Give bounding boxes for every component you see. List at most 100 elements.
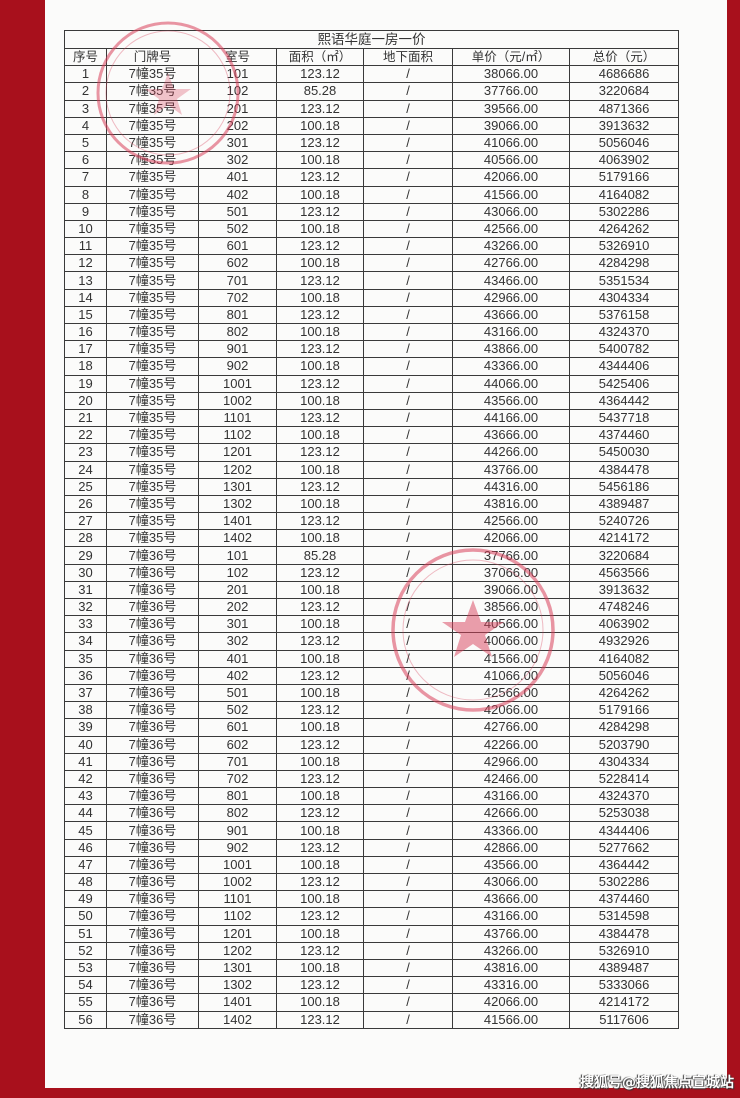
total-price-cell: 4304334 bbox=[568, 288, 680, 307]
seq-cell: 41 bbox=[64, 752, 107, 771]
address-cell: 7幢36号 bbox=[106, 666, 199, 685]
area-cell: 100.18 bbox=[276, 322, 364, 342]
total-price-cell: 5450030 bbox=[568, 443, 680, 462]
seq-cell: 44 bbox=[64, 804, 107, 823]
table-row: 47 7幢36号 1001 100.18/43566.00 4364442 bbox=[64, 855, 680, 875]
table-row: 30 7幢36号 102 123.12/37066.00 4563566 bbox=[64, 563, 680, 582]
address-cell: 7幢36号 bbox=[106, 718, 199, 737]
column-header: 单价（元/㎡） bbox=[452, 47, 570, 67]
total-price-cell: 5179166 bbox=[568, 168, 680, 187]
underground-area-cell: / bbox=[363, 374, 453, 393]
total-price-cell: 4871366 bbox=[568, 99, 680, 118]
table-row: 49 7幢36号 1101 100.18/43666.00 4374460 bbox=[64, 890, 680, 909]
area-cell: 100.18 bbox=[276, 219, 364, 239]
total-price-cell: 4384478 bbox=[568, 460, 680, 479]
table-row: 9 7幢35号 501 123.12/43066.00 5302286 bbox=[64, 202, 680, 221]
seq-cell: 28 bbox=[64, 529, 107, 548]
seq-cell: 16 bbox=[64, 322, 107, 342]
address-cell: 7幢35号 bbox=[106, 494, 199, 514]
underground-area-cell: / bbox=[363, 322, 453, 342]
area-cell: 123.12 bbox=[276, 133, 364, 153]
room-cell: 401 bbox=[198, 649, 277, 668]
address-cell: 7幢35号 bbox=[106, 254, 199, 273]
underground-area-cell: / bbox=[363, 958, 453, 978]
underground-area-cell: / bbox=[363, 769, 453, 789]
unit-price-cell: 42566.00 bbox=[452, 219, 570, 239]
underground-area-cell: / bbox=[363, 890, 453, 909]
column-header: 地下面积 bbox=[363, 47, 453, 67]
seq-cell: 55 bbox=[64, 993, 107, 1012]
area-cell: 123.12 bbox=[276, 976, 364, 995]
unit-price-cell: 42866.00 bbox=[452, 838, 570, 857]
column-header: 室号 bbox=[198, 47, 277, 67]
address-cell: 7幢36号 bbox=[106, 787, 199, 806]
seq-cell: 35 bbox=[64, 649, 107, 668]
table-row: 19 7幢35号 1001 123.12/44066.00 5425406 bbox=[64, 374, 680, 393]
seq-cell: 9 bbox=[64, 202, 107, 221]
table-row: 25 7幢35号 1301 123.12/44316.00 5456186 bbox=[64, 477, 680, 496]
seq-cell: 17 bbox=[64, 340, 107, 359]
room-cell: 301 bbox=[198, 615, 277, 634]
unit-price-cell: 43566.00 bbox=[452, 855, 570, 875]
total-price-cell: 5056046 bbox=[568, 133, 680, 153]
seq-cell: 30 bbox=[64, 563, 107, 582]
table-header-row: 序号 门牌号 室号 面积（㎡） 地下面积 单价（元/㎡） 总价（元） bbox=[64, 47, 680, 67]
area-cell: 123.12 bbox=[276, 907, 364, 926]
unit-price-cell: 43466.00 bbox=[452, 271, 570, 290]
underground-area-cell: / bbox=[363, 546, 453, 565]
address-cell: 7幢35号 bbox=[106, 82, 199, 101]
room-cell: 1401 bbox=[198, 512, 277, 531]
seq-cell: 32 bbox=[64, 597, 107, 617]
address-cell: 7幢36号 bbox=[106, 546, 199, 565]
seq-cell: 46 bbox=[64, 838, 107, 857]
seq-cell: 4 bbox=[64, 116, 107, 135]
underground-area-cell: / bbox=[363, 202, 453, 221]
table-row: 39 7幢36号 601 100.18/42766.00 4284298 bbox=[64, 718, 680, 737]
total-price-cell: 4214172 bbox=[568, 993, 680, 1012]
unit-price-cell: 43366.00 bbox=[452, 821, 570, 840]
total-price-cell: 4384478 bbox=[568, 924, 680, 943]
area-cell: 123.12 bbox=[276, 168, 364, 187]
table-row: 51 7幢36号 1201 100.18/43766.00 4384478 bbox=[64, 924, 680, 943]
total-price-cell: 3220684 bbox=[568, 82, 680, 101]
room-cell: 901 bbox=[198, 340, 277, 359]
total-price-cell: 5326910 bbox=[568, 941, 680, 960]
table-row: 26 7幢35号 1302 100.18/43816.00 4389487 bbox=[64, 494, 680, 514]
area-cell: 123.12 bbox=[276, 1010, 364, 1029]
area-cell: 100.18 bbox=[276, 494, 364, 514]
underground-area-cell: / bbox=[363, 288, 453, 307]
address-cell: 7幢35号 bbox=[106, 271, 199, 290]
table-row: 31 7幢36号 201 100.18/39066.00 3913632 bbox=[64, 580, 680, 600]
table-row: 54 7幢36号 1302 123.12/43316.00 5333066 bbox=[64, 976, 680, 995]
room-cell: 801 bbox=[198, 787, 277, 806]
address-cell: 7幢35号 bbox=[106, 443, 199, 462]
table-row: 55 7幢36号 1401 100.18/42066.00 4214172 bbox=[64, 993, 680, 1012]
room-cell: 901 bbox=[198, 821, 277, 840]
table-row: 36 7幢36号 402 123.12/41066.00 5056046 bbox=[64, 666, 680, 685]
area-cell: 123.12 bbox=[276, 872, 364, 892]
address-cell: 7幢35号 bbox=[106, 237, 199, 256]
total-price-cell: 5228414 bbox=[568, 769, 680, 789]
unit-price-cell: 38566.00 bbox=[452, 597, 570, 617]
unit-price-cell: 42066.00 bbox=[452, 993, 570, 1012]
room-cell: 1402 bbox=[198, 1010, 277, 1029]
seq-cell: 48 bbox=[64, 872, 107, 892]
total-price-cell: 4284298 bbox=[568, 718, 680, 737]
underground-area-cell: / bbox=[363, 924, 453, 943]
table-row: 20 7幢35号 1002 100.18/43566.00 4364442 bbox=[64, 391, 680, 410]
room-cell: 402 bbox=[198, 185, 277, 204]
seq-cell: 24 bbox=[64, 460, 107, 479]
table-row: 37 7幢36号 501 100.18/42566.00 4264262 bbox=[64, 683, 680, 703]
address-cell: 7幢35号 bbox=[106, 185, 199, 204]
table-row: 10 7幢35号 502 100.18/42566.00 4264262 bbox=[64, 219, 680, 239]
unit-price-cell: 40566.00 bbox=[452, 615, 570, 634]
seq-cell: 29 bbox=[64, 546, 107, 565]
unit-price-cell: 43816.00 bbox=[452, 958, 570, 978]
underground-area-cell: / bbox=[363, 65, 453, 84]
table-row: 17 7幢35号 901 123.12/43866.00 5400782 bbox=[64, 340, 680, 359]
unit-price-cell: 40566.00 bbox=[452, 151, 570, 170]
table-row: 48 7幢36号 1002 123.12/43066.00 5302286 bbox=[64, 872, 680, 892]
total-price-cell: 5302286 bbox=[568, 872, 680, 892]
total-price-cell: 4214172 bbox=[568, 529, 680, 548]
total-price-cell: 5117606 bbox=[568, 1010, 680, 1029]
